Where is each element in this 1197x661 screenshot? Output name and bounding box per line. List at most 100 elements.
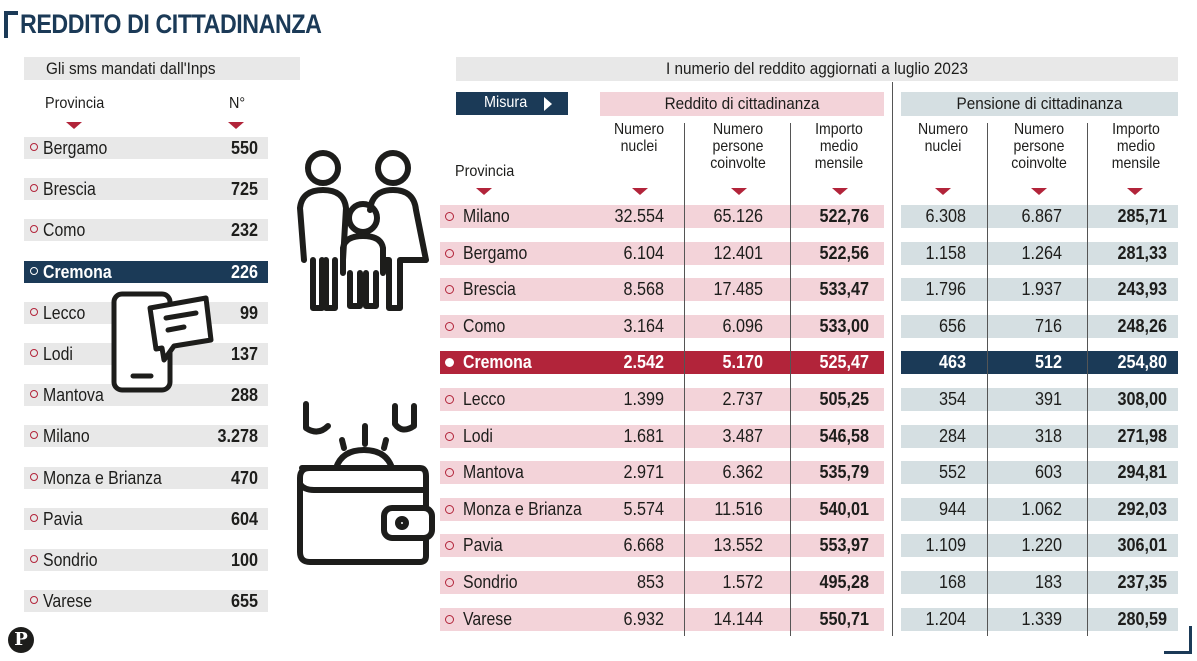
pdc-row-band [901, 497, 1178, 521]
pdc-cell: 292,03 [1117, 498, 1167, 519]
main-province: Bergamo [463, 242, 528, 263]
main-province: Como [463, 315, 506, 336]
rdc-cell: 522,56 [819, 242, 869, 263]
title-accent-bar-top [4, 11, 18, 15]
bullet-circle-icon [445, 578, 454, 587]
column-divider [1087, 123, 1088, 636]
sort-arrow-icon [1127, 188, 1143, 195]
rdc-cell: 546,58 [819, 425, 869, 446]
measure-button[interactable]: Misura [456, 92, 568, 115]
pdc-cell: 6.867 [1021, 206, 1062, 226]
pdc-row-band [901, 314, 1178, 338]
smartphone-chat-icon [111, 291, 214, 393]
pdc-row-band [901, 241, 1178, 265]
bullet-circle-icon [30, 184, 38, 193]
bullet-circle-icon [30, 472, 38, 481]
bullet-circle-icon [30, 349, 38, 357]
sms-province: Varese [43, 591, 93, 612]
sms-count: 470 [230, 467, 258, 488]
main-province: Monza e Brianza [463, 498, 582, 519]
rdc-cell: 1.399 [623, 389, 664, 409]
sms-count: 232 [230, 220, 258, 241]
bullet-circle-icon [30, 225, 38, 234]
sms-count: 100 [230, 550, 258, 570]
rdc-cell: 8.568 [623, 279, 664, 300]
rdc-cell: 13.552 [713, 535, 763, 556]
bullet-circle-icon [445, 504, 454, 514]
bullet-circle-icon [30, 555, 38, 563]
sms-province: Lecco [43, 302, 86, 323]
bullet-circle-icon [445, 431, 454, 441]
measure-button-label: Misura [484, 94, 528, 111]
rdc-cell: 6.362 [722, 462, 763, 483]
sms-province: Monza e Brianza [43, 467, 162, 488]
rdc-cell: 6.104 [623, 242, 664, 263]
sms-count: 3.278 [217, 426, 258, 447]
pdc-cell: 280,59 [1117, 608, 1167, 629]
bullet-circle-icon [445, 358, 454, 368]
pdc-cell: 308,00 [1117, 389, 1167, 409]
rdc-cell: 505,25 [819, 389, 869, 409]
main-province: Brescia [463, 279, 516, 300]
bullet-circle-icon [30, 390, 38, 399]
sms-row: Mantova 288 [24, 384, 268, 407]
main-table-title-band: I numerio del reddito aggiornati a lugli… [456, 57, 1178, 81]
sms-province: Como [43, 220, 86, 241]
rdc-row-band [440, 497, 884, 521]
pdc-cell: 656 [938, 315, 966, 336]
pdc-cell: 243,93 [1117, 279, 1167, 300]
sms-row: Cremona 226 [24, 260, 268, 283]
bullet-circle-icon [445, 468, 454, 478]
sort-arrow-icon [731, 188, 747, 195]
rdc-group-header: Reddito di cittadinanza [600, 92, 884, 116]
column-divider [987, 123, 988, 636]
rdc-cell: 550,71 [819, 608, 869, 629]
pdc-cell: 183 [1034, 572, 1062, 592]
bullet-circle-icon [30, 596, 38, 605]
main-province: Lodi [463, 425, 493, 446]
pdc-cell: 1.264 [1021, 242, 1062, 263]
rdc-cell: 65.126 [713, 206, 763, 226]
bullet-circle-icon [445, 285, 454, 295]
pdc-cell: 294,81 [1117, 462, 1167, 483]
rdc-cell: 6.668 [623, 535, 664, 556]
sms-count: 137 [230, 344, 258, 364]
sort-arrow-icon [476, 188, 492, 195]
sms-row: Bergamo 550 [24, 137, 268, 159]
sort-arrow-icon [832, 188, 848, 195]
rdc-cell: 14.144 [713, 608, 763, 629]
pdc-cell: 391 [1034, 389, 1062, 409]
rdc-cell: 522,76 [819, 206, 869, 226]
pdc-row-band [901, 571, 1178, 594]
main-province: Sondrio [463, 572, 518, 592]
bullet-circle-icon [30, 307, 38, 316]
pdc-cell: 1.204 [925, 608, 966, 629]
sort-arrow-icon [66, 122, 82, 129]
main-province: Cremona [463, 352, 532, 373]
sms-count: 655 [230, 591, 258, 612]
rdc-row-band [440, 241, 884, 265]
rdc-cell: 6.932 [623, 608, 664, 629]
pdc-row-band [901, 461, 1178, 485]
sms-row: Monza e Brianza 470 [24, 466, 268, 489]
pdc-cell: 1.220 [1021, 535, 1062, 556]
pdc-cell: 716 [1034, 315, 1062, 336]
pdc-sub-persone: Numero persone coinvolte [1011, 121, 1067, 172]
sms-count: 99 [239, 302, 258, 323]
pdc-row-band [901, 424, 1178, 448]
rdc-cell: 17.485 [713, 279, 763, 300]
bullet-circle-icon [445, 212, 454, 221]
pdc-cell: 463 [938, 352, 966, 373]
sort-arrow-icon [1031, 188, 1047, 195]
pdc-sub-nuclei: Numero nuclei [917, 121, 969, 155]
title-accent-bar [4, 11, 8, 38]
pdc-cell: 254,80 [1117, 352, 1167, 373]
rdc-cell: 2.971 [623, 462, 664, 483]
pdc-cell: 552 [938, 462, 966, 483]
main-province: Pavia [463, 535, 503, 556]
pdc-cell: 237,35 [1117, 572, 1167, 592]
rdc-cell: 533,00 [819, 315, 869, 336]
sms-count: 725 [230, 179, 258, 200]
rdc-cell: 5.574 [623, 498, 664, 519]
sms-table-title: Gli sms mandati dall'Inps [46, 59, 216, 78]
